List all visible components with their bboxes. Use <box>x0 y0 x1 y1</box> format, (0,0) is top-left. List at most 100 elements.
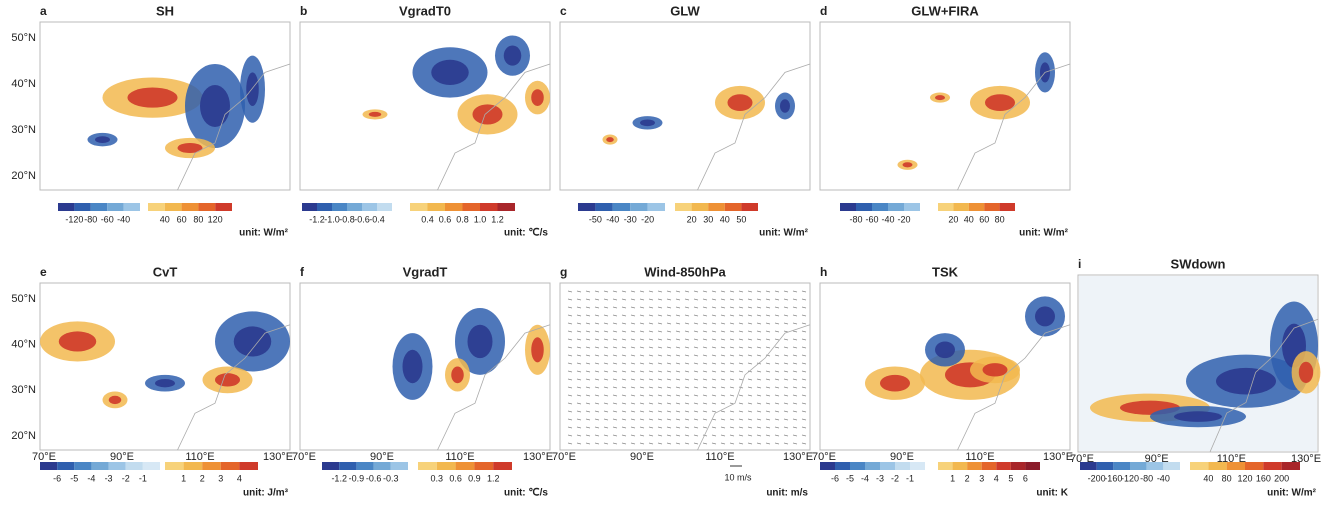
colorbar-swatch <box>317 203 332 211</box>
colorbar-label: 30 <box>703 214 713 224</box>
colorbar-label: 0.6 <box>449 473 462 483</box>
colorbar-swatch <box>996 462 1011 470</box>
panel-letter: h <box>820 265 827 279</box>
colorbar-swatch <box>1227 462 1245 470</box>
x-tick-label: 70°E <box>32 451 56 463</box>
field-contour <box>473 104 503 124</box>
colorbar-label: 2 <box>200 473 205 483</box>
x-tick-label: 90°E <box>890 451 914 463</box>
colorbar-swatch <box>184 462 203 470</box>
panel-letter: a <box>40 4 47 18</box>
map-frame <box>820 22 1070 190</box>
colorbar-label: -3 <box>105 473 113 483</box>
colorbar-swatch <box>182 203 199 211</box>
colorbar-label: -0.9 <box>349 473 365 483</box>
colorbar-swatch <box>362 203 377 211</box>
colorbar-label: 40 <box>1203 473 1213 483</box>
colorbar-swatch <box>74 203 90 211</box>
colorbar-label: 0.6 <box>439 214 452 224</box>
field-contour <box>640 119 655 126</box>
colorbar-swatch <box>198 203 215 211</box>
colorbar-label: -40 <box>881 214 894 224</box>
field-contour <box>880 375 910 392</box>
colorbar-label: -3 <box>876 473 884 483</box>
colorbar-label: -4 <box>87 473 95 483</box>
colorbar-label: 3 <box>979 473 984 483</box>
colorbar-label: -4 <box>861 473 869 483</box>
panel-letter: i <box>1078 257 1081 271</box>
colorbar-swatch <box>474 462 493 470</box>
x-tick-label: 110°E <box>705 451 734 463</box>
x-tick-label: 130°E <box>263 451 293 463</box>
field-contour <box>403 350 423 383</box>
colorbar-swatch <box>865 462 880 470</box>
unit-label: unit: K <box>1036 488 1068 499</box>
colorbar-swatch <box>221 462 240 470</box>
colorbar-swatch <box>692 203 709 211</box>
colorbar-label: -0.4 <box>369 214 385 224</box>
field-contour <box>935 341 955 358</box>
field-contour <box>903 162 913 167</box>
colorbar-swatch <box>895 462 910 470</box>
x-tick-label: 130°E <box>783 451 813 463</box>
colorbar-swatch <box>872 203 888 211</box>
field-contour <box>200 85 230 127</box>
colorbar-label: -80 <box>1140 473 1153 483</box>
colorbar-swatch <box>428 203 446 211</box>
colorbar-label: -20 <box>641 214 654 224</box>
colorbar-swatch <box>1208 462 1226 470</box>
field-contour <box>451 367 464 384</box>
field-contour <box>728 94 753 111</box>
colorbar-label: 0.3 <box>431 473 444 483</box>
colorbar-label: -0.6 <box>354 214 370 224</box>
colorbar-swatch <box>1190 462 1208 470</box>
colorbar-swatch <box>1097 462 1114 470</box>
field-contour <box>215 373 240 386</box>
colorbar-label: -40 <box>117 214 130 224</box>
unit-label: unit: m/s <box>766 488 808 499</box>
field-contour <box>531 337 544 362</box>
colorbar-swatch <box>57 462 74 470</box>
colorbar-label: 4 <box>994 473 999 483</box>
colorbar-label: 40 <box>964 214 974 224</box>
colorbar-swatch <box>613 203 630 211</box>
colorbar-swatch <box>1113 462 1130 470</box>
field-contour <box>504 46 522 66</box>
colorbar-swatch <box>374 462 391 470</box>
field-contour <box>155 379 175 387</box>
colorbar-swatch <box>91 203 107 211</box>
colorbar-swatch <box>1282 462 1300 470</box>
unit-label: unit: W/m² <box>239 228 289 239</box>
colorbar-label: 80 <box>193 214 203 224</box>
colorbar-label: -20 <box>897 214 910 224</box>
colorbar-label: -1.2 <box>309 214 325 224</box>
colorbar-swatch <box>456 462 475 470</box>
field-contour <box>59 331 97 351</box>
colorbar-swatch <box>40 462 57 470</box>
colorbar-label: 0.8 <box>456 214 469 224</box>
colorbar-label: -2 <box>891 473 899 483</box>
x-tick-label: 70°E <box>812 451 836 463</box>
colorbar-swatch <box>339 462 356 470</box>
colorbar-label: -1.0 <box>324 214 340 224</box>
field-contour <box>935 95 945 100</box>
colorbar-swatch <box>302 203 317 211</box>
field-contour <box>468 325 493 358</box>
x-tick-label: 90°E <box>110 451 134 463</box>
x-tick-label: 130°E <box>523 451 553 463</box>
colorbar-label: 20 <box>948 214 958 224</box>
colorbar-swatch <box>648 203 665 211</box>
colorbar-label: 60 <box>979 214 989 224</box>
panel-letter: f <box>300 265 305 279</box>
colorbar-swatch <box>984 203 999 211</box>
colorbar-label: -2 <box>122 473 130 483</box>
colorbar-label: -1.2 <box>331 473 347 483</box>
colorbar-swatch <box>493 462 512 470</box>
colorbar-label: 1.0 <box>474 214 487 224</box>
colorbar-label: -80 <box>84 214 97 224</box>
field-contour <box>985 94 1015 111</box>
colorbar-label: -5 <box>846 473 854 483</box>
colorbar-swatch <box>967 462 982 470</box>
panel-title: CvT <box>153 264 178 279</box>
colorbar-swatch <box>850 462 865 470</box>
